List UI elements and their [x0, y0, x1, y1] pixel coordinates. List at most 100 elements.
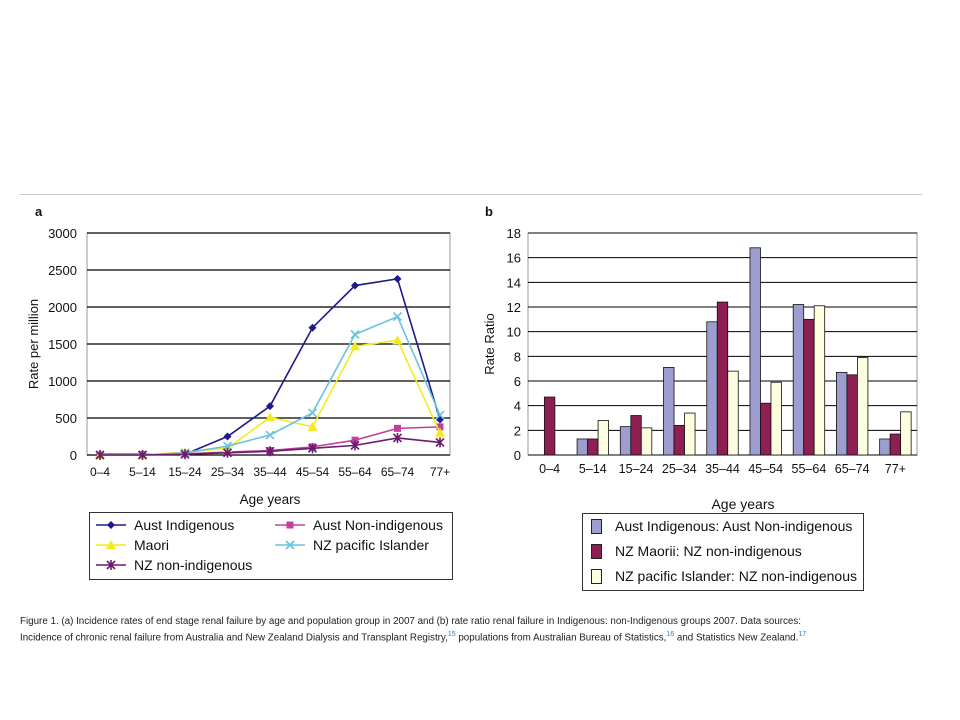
legend-label: Aust Indigenous	[134, 517, 235, 533]
y-tick-label-a: 1000	[48, 374, 77, 389]
data-point-aust-indigenous	[436, 415, 444, 424]
data-point-nz-non-indigenous	[95, 450, 105, 460]
legend-swatch	[96, 521, 126, 529]
caption-text-2: populations from Australian Bureau of St…	[455, 632, 667, 644]
y-tick-label-a: 3000	[48, 226, 77, 241]
data-point-aust-non-indigenous	[394, 424, 401, 432]
legend-swatch	[275, 540, 305, 550]
legend-item-nz-pacific-islander-nz-non-indigenous: NZ pacific Islander: NZ non-indigenous	[591, 568, 857, 584]
bar-nz-pacific-islander-nz-non-indigenous	[857, 357, 869, 456]
x-tick-label-a: 15–24	[168, 465, 202, 479]
data-point-nz-pacific-islander	[350, 329, 360, 339]
data-point-nz-non-indigenous	[435, 437, 445, 448]
caption-ref-15[interactable]: 15	[447, 631, 456, 638]
x-tick-label-a: 55–64	[338, 465, 372, 479]
legend-item-aust-indigenous-aust-non-indigenous: Aust Indigenous: Aust Non-indigenous	[591, 518, 852, 534]
legend-marker	[285, 540, 295, 550]
data-point-nz-pacific-islander	[307, 408, 318, 418]
data-point-maori	[350, 341, 360, 351]
x-tick-label-a: 45–54	[296, 465, 330, 479]
legend-label: NZ pacific Islander: NZ non-indigenous	[615, 568, 858, 584]
bar-nz-maorii-nz-non-indigenous	[803, 318, 815, 456]
data-point-aust-indigenous	[223, 432, 232, 441]
x-tick-label-b: 15–24	[619, 462, 654, 476]
y-axis-label-b: Rate Ratio	[482, 313, 497, 374]
bar-nz-pacific-islander-nz-non-indigenous	[813, 305, 826, 456]
legend-label: NZ Maorii: NZ non-indigenous	[615, 543, 802, 559]
legend-item-nz-non-indigenous: NZ non-indigenous	[96, 557, 252, 573]
legend-label: Aust Indigenous: Aust Non-indigenous	[615, 518, 853, 534]
chart-b: b 0 2 4 6 8 10 12 14 16 18 0–4 5–14 15–24 25–34 35–44…	[482, 204, 918, 512]
y-tick-label-a: 0	[70, 448, 77, 463]
data-point-maori	[435, 427, 445, 437]
legend-swatch	[591, 518, 602, 534]
caption-text-3: and Statistics New Zealand.	[674, 632, 799, 644]
bar-nz-maorii-nz-non-indigenous	[630, 415, 642, 456]
legend-item-aust-non-indigenous: Aust Non-indigenous	[275, 517, 443, 533]
y-tick-label-a: 1500	[48, 337, 77, 352]
data-point-nz-pacific-islander	[265, 430, 275, 440]
data-point-nz-non-indigenous	[307, 443, 318, 454]
data-point-nz-non-indigenous	[392, 432, 403, 443]
data-point-maori	[307, 421, 318, 431]
data-point-aust-indigenous	[393, 274, 402, 283]
y-tick-label-b: 8	[514, 349, 521, 364]
x-axis-label-a: Age years	[240, 492, 301, 507]
data-point-nz-non-indigenous	[137, 450, 148, 460]
x-tick-label-b: 5–14	[579, 462, 607, 476]
legend-swatch	[275, 521, 305, 529]
y-tick-label-b: 4	[514, 399, 521, 414]
x-tick-label-a: 25–34	[211, 465, 245, 479]
y-tick-label-b: 10	[507, 325, 521, 340]
caption-ref-17[interactable]: 17	[798, 631, 807, 638]
data-point-nz-pacific-islander	[392, 312, 403, 322]
y-tick-label-a: 500	[55, 411, 77, 426]
legend-swatch	[591, 543, 602, 559]
x-tick-label-a: 5–14	[129, 465, 156, 479]
bar-nz-pacific-islander-nz-non-indigenous	[640, 427, 653, 456]
bar-aust-indigenous-aust-non-indigenous	[836, 371, 848, 456]
data-point-nz-pacific-islander	[435, 410, 445, 420]
bar-nz-maorii-nz-non-indigenous	[543, 396, 556, 456]
legend-label: NZ non-indigenous	[134, 557, 253, 573]
data-point-aust-indigenous	[266, 402, 274, 411]
legend-swatch	[591, 568, 602, 584]
data-point-aust-indigenous	[308, 323, 317, 332]
legend-item-maori: Maori	[96, 537, 169, 553]
data-point-nz-non-indigenous	[180, 449, 190, 460]
x-tick-label-a: 77+	[430, 465, 450, 479]
legend-item-nz-pacific-islander: NZ pacific Islander	[275, 537, 429, 553]
legend-b: Aust Indigenous: Aust Non-indigenous NZ M…	[582, 513, 864, 591]
bar-aust-indigenous-aust-non-indigenous	[576, 438, 588, 456]
legend-label: Maori	[134, 537, 170, 553]
panel-label-a: a	[35, 204, 43, 219]
data-point-maori	[265, 412, 275, 422]
legend-swatch	[96, 560, 126, 570]
y-tick-label-b: 14	[507, 275, 521, 290]
y-tick-label-b: 0	[514, 448, 521, 463]
caption-line-1: Figure 1. (a) Incidence rates of end sta…	[20, 616, 801, 627]
caption-text-1: Incidence of chronic renal failure from …	[20, 632, 448, 644]
data-point-nz-non-indigenous	[222, 447, 233, 458]
chart-a: a 0 500 1000 1500 2000 2500 3000 0–4 5–14 15–24 2…	[26, 204, 451, 507]
bar-nz-maorii-nz-non-indigenous	[587, 438, 599, 456]
caption-ref-16[interactable]: 16	[666, 631, 675, 638]
y-axis-label-a: Rate per million	[26, 299, 41, 389]
bar-nz-maorii-nz-non-indigenous	[846, 374, 858, 456]
data-point-nz-pacific-islander	[222, 441, 233, 451]
y-tick-label-b: 6	[514, 374, 521, 389]
bar-aust-indigenous-aust-non-indigenous	[792, 304, 805, 456]
data-point-aust-non-indigenous	[351, 436, 359, 444]
legend-marker	[107, 521, 115, 529]
x-axis-label-b: Age years	[711, 496, 774, 512]
legend-marker	[106, 560, 116, 570]
bar-aust-indigenous-aust-non-indigenous	[706, 321, 718, 456]
x-tick-label-a: 65–74	[381, 465, 415, 479]
bar-nz-pacific-islander-nz-non-indigenous	[597, 420, 609, 456]
bar-aust-indigenous-aust-non-indigenous	[619, 426, 632, 456]
y-tick-label-a: 2500	[48, 263, 77, 278]
bar-nz-pacific-islander-nz-non-indigenous	[684, 412, 696, 456]
bar-nz-maorii-nz-non-indigenous	[716, 301, 729, 456]
bar-aust-indigenous-aust-non-indigenous	[749, 247, 761, 456]
legend-item-nz-maorii-nz-non-indigenous: NZ Maorii: NZ non-indigenous	[591, 543, 802, 559]
